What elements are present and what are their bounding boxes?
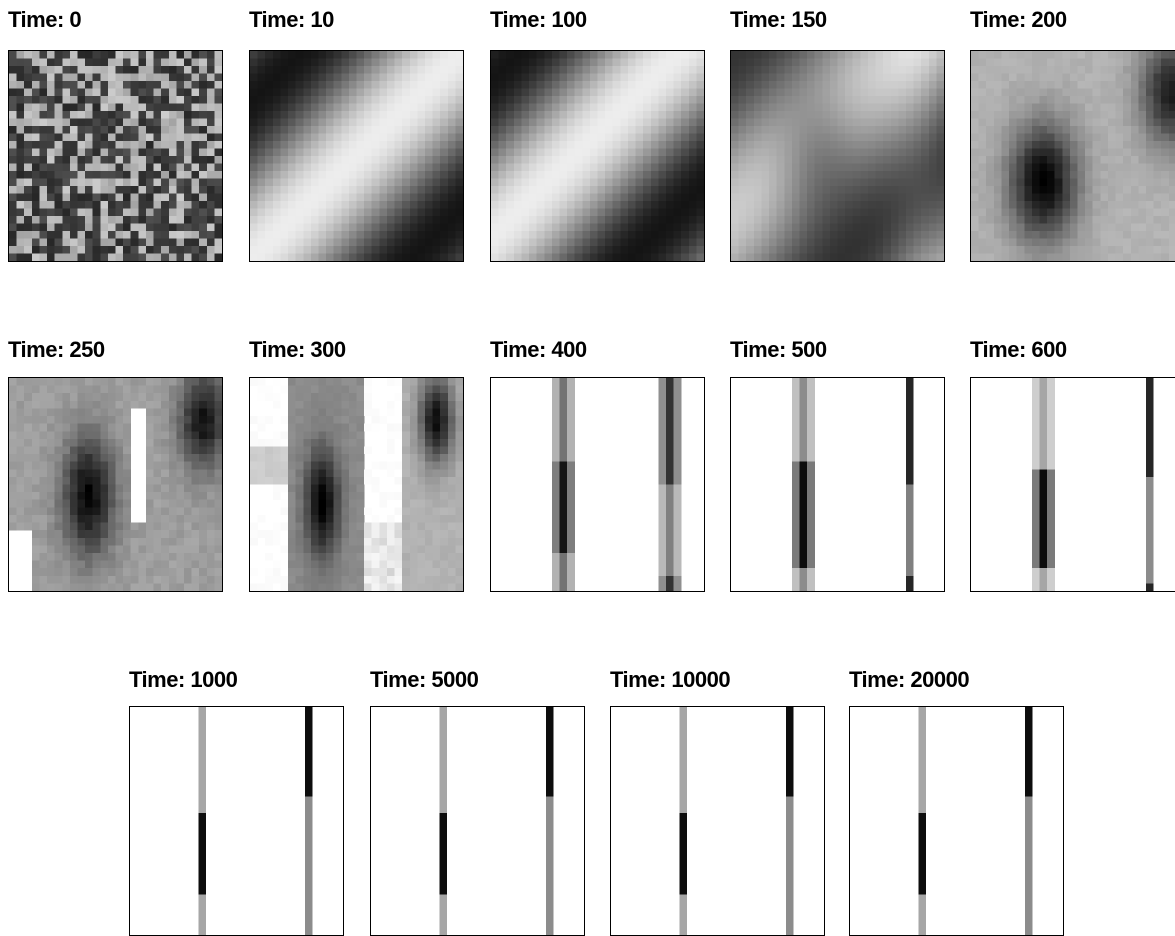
panel-t20000: Time: 20000 [849, 668, 1064, 936]
grid-image [611, 707, 824, 935]
panel-label: Time: 10 [249, 8, 334, 32]
grid-image [9, 51, 222, 261]
panel-label: Time: 150 [730, 8, 827, 32]
panel-label: Time: 600 [970, 338, 1067, 362]
panel-t400: Time: 400 [490, 338, 705, 592]
panel-label: Time: 5000 [370, 668, 478, 692]
panel-label: Time: 300 [249, 338, 346, 362]
grid-image [850, 707, 1063, 935]
grid-frame [370, 706, 585, 936]
grid-image [491, 51, 704, 261]
panel-t1000: Time: 1000 [129, 668, 344, 936]
grid-image [971, 51, 1175, 261]
grid-frame [730, 377, 945, 592]
grid-frame [490, 50, 705, 262]
panel-t10: Time: 10 [249, 8, 464, 262]
panel-label: Time: 1000 [129, 668, 237, 692]
panel-label: Time: 500 [730, 338, 827, 362]
panel-t5000: Time: 5000 [370, 668, 585, 936]
panel-label: Time: 250 [8, 338, 105, 362]
grid-frame [490, 377, 705, 592]
panel-t10000: Time: 10000 [610, 668, 825, 936]
grid-image [130, 707, 343, 935]
panel-label: Time: 20000 [849, 668, 969, 692]
panel-label: Time: 200 [970, 8, 1067, 32]
grid-image [250, 51, 463, 261]
grid-image [971, 378, 1175, 591]
panel-t500: Time: 500 [730, 338, 945, 592]
panel-t100: Time: 100 [490, 8, 705, 262]
panel-t150: Time: 150 [730, 8, 945, 262]
grid-image [9, 378, 222, 591]
grid-image [491, 378, 704, 591]
panel-label: Time: 0 [8, 8, 81, 32]
grid-frame [610, 706, 825, 936]
grid-frame [849, 706, 1064, 936]
panel-label: Time: 10000 [610, 668, 730, 692]
grid-frame [8, 50, 223, 262]
grid-image [250, 378, 463, 591]
grid-image [731, 378, 944, 591]
panel-t0: Time: 0 [8, 8, 223, 262]
panel-label: Time: 100 [490, 8, 587, 32]
panel-t250: Time: 250 [8, 338, 223, 592]
grid-frame [730, 50, 945, 262]
panel-label: Time: 400 [490, 338, 587, 362]
grid-image [731, 51, 944, 261]
grid-frame [249, 377, 464, 592]
grid-frame [970, 50, 1175, 262]
grid-frame [8, 377, 223, 592]
grid-frame [129, 706, 344, 936]
grid-frame [249, 50, 464, 262]
grid-image [371, 707, 584, 935]
panel-t600: Time: 600 [970, 338, 1175, 592]
grid-frame [970, 377, 1175, 592]
panel-t200: Time: 200 [970, 8, 1175, 262]
panel-t300: Time: 300 [249, 338, 464, 592]
